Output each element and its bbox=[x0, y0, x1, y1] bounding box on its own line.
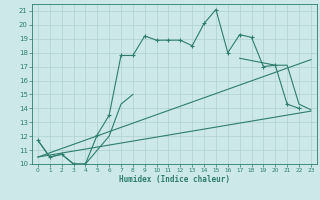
X-axis label: Humidex (Indice chaleur): Humidex (Indice chaleur) bbox=[119, 175, 230, 184]
